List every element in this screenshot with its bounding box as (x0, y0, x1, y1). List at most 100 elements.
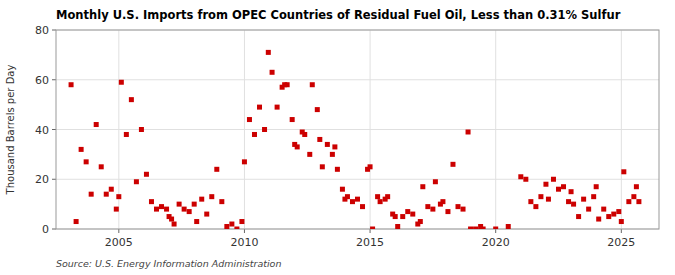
point (569, 189, 574, 194)
points (69, 50, 642, 229)
point (468, 227, 473, 230)
point (119, 80, 124, 85)
x-tick (495, 229, 496, 233)
point (473, 227, 478, 230)
point (360, 204, 365, 209)
point (370, 227, 375, 230)
point (69, 82, 74, 87)
y-grid-line (56, 79, 659, 80)
point (506, 224, 511, 229)
point (116, 194, 121, 199)
point (252, 132, 257, 137)
point (621, 169, 626, 174)
point (262, 127, 267, 132)
point (601, 207, 606, 212)
point (330, 152, 335, 157)
y-grid-line (56, 129, 659, 130)
point (124, 132, 129, 137)
point (430, 207, 435, 212)
point (481, 227, 486, 230)
point (528, 199, 533, 204)
point (114, 207, 119, 212)
point (332, 144, 337, 149)
point (538, 194, 543, 199)
point (405, 209, 410, 214)
x-tick-label: 2025 (607, 236, 635, 249)
point (533, 204, 538, 209)
y-tick-label: 80 (35, 24, 49, 37)
point (144, 172, 149, 177)
point (350, 199, 355, 204)
point (134, 179, 139, 184)
point (164, 207, 169, 212)
point (400, 214, 405, 219)
x-tick-label: 2005 (105, 236, 133, 249)
point (302, 132, 307, 137)
point (456, 204, 461, 209)
point (581, 197, 586, 202)
point (224, 224, 229, 229)
x-tick (370, 229, 371, 233)
point (194, 219, 199, 224)
point (192, 202, 197, 207)
point (345, 194, 350, 199)
plot-frame (56, 30, 659, 229)
y-tick (52, 129, 56, 130)
point (177, 202, 182, 207)
point (634, 184, 639, 189)
x-tick-label: 2015 (356, 236, 384, 249)
y-tick (52, 30, 56, 31)
point (270, 70, 275, 75)
point (199, 197, 204, 202)
y-tick-label: 60 (35, 74, 49, 87)
point (368, 164, 373, 169)
point (317, 137, 322, 142)
point (425, 204, 430, 209)
point (616, 209, 621, 214)
plot-background (56, 30, 659, 229)
point (257, 105, 262, 110)
x-grid-line (370, 30, 371, 229)
point (594, 184, 599, 189)
point (410, 212, 415, 217)
x-tick (118, 229, 119, 233)
point (149, 199, 154, 204)
point (440, 199, 445, 204)
point (556, 187, 561, 192)
point (139, 127, 144, 132)
point (74, 219, 79, 224)
point (109, 187, 114, 192)
point (219, 199, 224, 204)
point (355, 197, 360, 202)
y-tick-label: 40 (35, 124, 49, 137)
x-grid-line (621, 30, 622, 229)
point (242, 159, 247, 164)
point (266, 50, 271, 55)
point (566, 199, 571, 204)
point (99, 164, 104, 169)
point (129, 97, 134, 102)
point (295, 144, 300, 149)
source-note: Source: U.S. Energy Information Administ… (56, 258, 281, 269)
point (596, 217, 601, 222)
point (154, 207, 159, 212)
point (79, 147, 84, 152)
point (307, 152, 312, 157)
point (445, 209, 450, 214)
point (420, 184, 425, 189)
point (571, 202, 576, 207)
point (229, 222, 234, 227)
point (546, 197, 551, 202)
point (450, 162, 455, 167)
y-axis-label: Thousand Barrels per Day (5, 65, 16, 196)
chart: 02040608020052010201520202025Monthly U.S… (0, 0, 675, 275)
y-tick-label: 0 (42, 223, 49, 236)
point (461, 207, 466, 212)
point (187, 209, 192, 214)
title: Monthly U.S. Imports from OPEC Countries… (56, 8, 621, 22)
point (204, 212, 209, 217)
y-tick (52, 79, 56, 80)
point (239, 219, 244, 224)
y-tick (52, 229, 56, 230)
point (543, 182, 548, 187)
